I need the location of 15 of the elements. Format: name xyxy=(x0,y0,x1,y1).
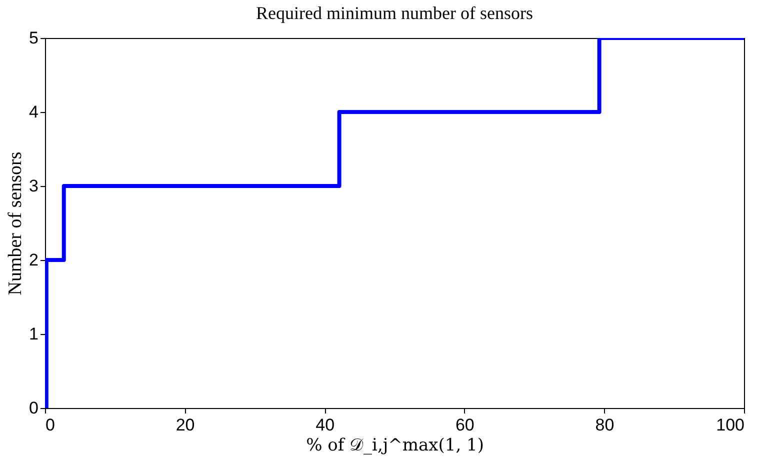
y-tick-label: 2 xyxy=(29,250,38,270)
y-tick-label: 0 xyxy=(29,398,38,418)
x-tick-label: 0 xyxy=(46,416,55,434)
x-tick-label: 20 xyxy=(176,416,195,434)
y-tick-label: 3 xyxy=(29,176,38,196)
y-axis-title: Number of sensors xyxy=(5,152,26,296)
x-axis-title: % of 𝒟_i,j^max(1, 1) xyxy=(306,436,484,456)
x-tick-label: 100 xyxy=(716,416,744,434)
y-tick-label: 1 xyxy=(29,324,38,344)
x-tick-label: 40 xyxy=(316,416,335,434)
x-tick-label: 60 xyxy=(455,416,474,434)
chart-title: Required minimum number of sensors xyxy=(256,3,533,23)
y-tick-label: 5 xyxy=(29,28,38,48)
y-tick-label: 4 xyxy=(29,102,38,122)
x-tick-label: 80 xyxy=(595,416,614,434)
